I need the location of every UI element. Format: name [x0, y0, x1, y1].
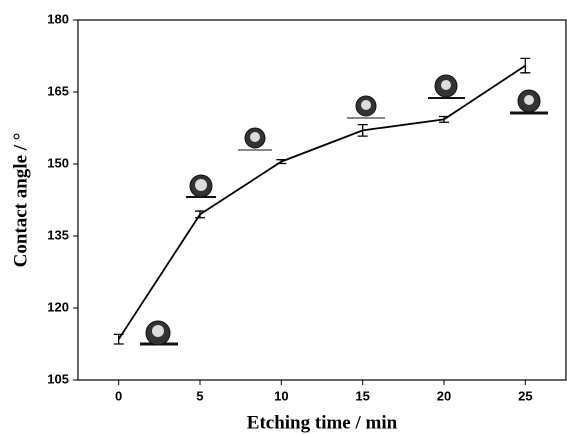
y-axis-label: Contact angle / °: [10, 133, 31, 268]
y-tick-label: 105: [47, 371, 69, 386]
plot-frame: [77, 19, 567, 381]
error-bar: [357, 123, 368, 137]
error-bar: [276, 159, 287, 165]
x-tick-label: 20: [437, 388, 451, 403]
x-tick-label: 0: [115, 388, 122, 403]
y-tick-label: 150: [47, 155, 69, 170]
droplet-highlight: [195, 179, 207, 191]
x-tick-label: 10: [274, 388, 288, 403]
y-tick-label: 135: [47, 227, 69, 242]
droplet-highlight: [250, 132, 260, 142]
droplet-highlight: [441, 80, 451, 90]
x-tick-label: 15: [355, 388, 369, 403]
droplet-highlight: [361, 100, 371, 110]
error-bar: [195, 210, 205, 219]
x-axis-label: Etching time / min: [247, 412, 398, 433]
droplet-highlight: [524, 95, 534, 105]
y-tick-label: 180: [47, 11, 69, 26]
droplet-highlight: [152, 325, 164, 337]
y-tick-label: 165: [47, 83, 69, 98]
error-bar: [113, 333, 124, 345]
error-bar: [439, 115, 449, 123]
x-tick-label: 5: [196, 388, 203, 403]
error-bar: [520, 57, 531, 74]
x-tick-label: 25: [518, 388, 532, 403]
data-line: [117, 64, 526, 340]
droplet-images: [140, 74, 548, 346]
y-tick-label: 120: [47, 299, 69, 314]
